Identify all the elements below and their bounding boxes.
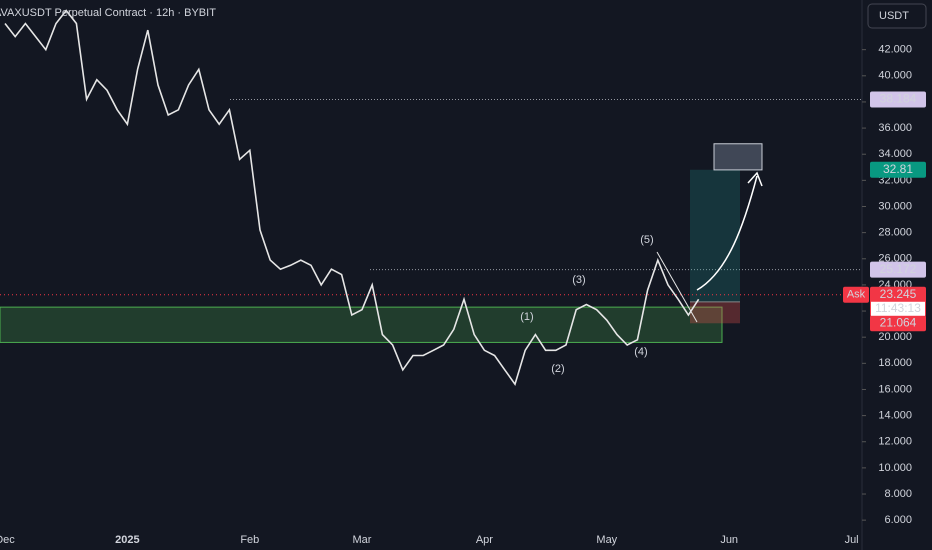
wave-label: (3)	[572, 274, 585, 286]
y-tick-label: 10.000	[878, 462, 912, 474]
y-tick-label: 34.000	[878, 148, 912, 160]
currency-label: USDT	[879, 10, 909, 22]
target-box	[713, 143, 763, 171]
chart-title: AVAXUSDT Perpetual Contract · 12h · BYBI…	[0, 7, 216, 19]
ask-price: 23.245	[880, 287, 917, 301]
trend-line	[656, 251, 698, 323]
y-tick-label: 12.000	[878, 436, 912, 448]
y-tick-label: 40.000	[878, 70, 912, 82]
countdown: 11:43:13	[875, 301, 921, 315]
y-tick-label: 14.000	[878, 410, 912, 422]
y-tick-label: 6.000	[884, 514, 912, 526]
ask-tag-bg	[843, 286, 869, 303]
y-tick-label: 42.000	[878, 44, 912, 56]
x-tick-label: Apr	[476, 534, 493, 546]
y-tick-label: 16.000	[878, 383, 912, 395]
countdown-bg	[871, 301, 925, 316]
x-tick-label: Mar	[353, 534, 372, 546]
stop-label-bg	[870, 315, 926, 332]
target-label: 32.81	[883, 162, 913, 176]
level-label: 25.172	[880, 262, 917, 276]
wave-label: (2)	[551, 363, 564, 375]
level-label-bg	[870, 261, 926, 278]
loss-zone	[690, 301, 740, 324]
currency-button[interactable]	[867, 3, 927, 29]
wave-label: (1)	[520, 311, 533, 323]
y-tick-label: 30.000	[878, 200, 912, 212]
y-tick-label: 8.000	[884, 488, 912, 500]
x-tick-label: Dec	[0, 534, 15, 546]
x-tick-label: Jun	[720, 534, 738, 546]
ask-tag: Ask	[847, 289, 866, 301]
price-line	[4, 9, 700, 386]
wave-label: (5)	[640, 234, 653, 246]
x-tick-label: 2025	[115, 534, 139, 546]
level-label-bg	[870, 91, 926, 108]
y-tick-label: 36.000	[878, 122, 912, 134]
x-tick-label: May	[596, 534, 617, 546]
forecast-arrow	[696, 175, 758, 291]
wave-label: (4)	[634, 346, 647, 358]
y-tick-label: 28.000	[878, 227, 912, 239]
arrow-head	[747, 171, 763, 187]
support-zone	[0, 306, 723, 343]
y-tick-label: 20.000	[878, 331, 912, 343]
stop-label: 21.064	[880, 315, 917, 329]
x-tick-label: Jul	[845, 534, 859, 546]
y-tick-label: 18.000	[878, 357, 912, 369]
profit-zone	[690, 169, 740, 302]
x-tick-label: Feb	[240, 534, 259, 546]
target-label-bg	[870, 161, 926, 178]
level-label: 38.184	[880, 92, 917, 106]
